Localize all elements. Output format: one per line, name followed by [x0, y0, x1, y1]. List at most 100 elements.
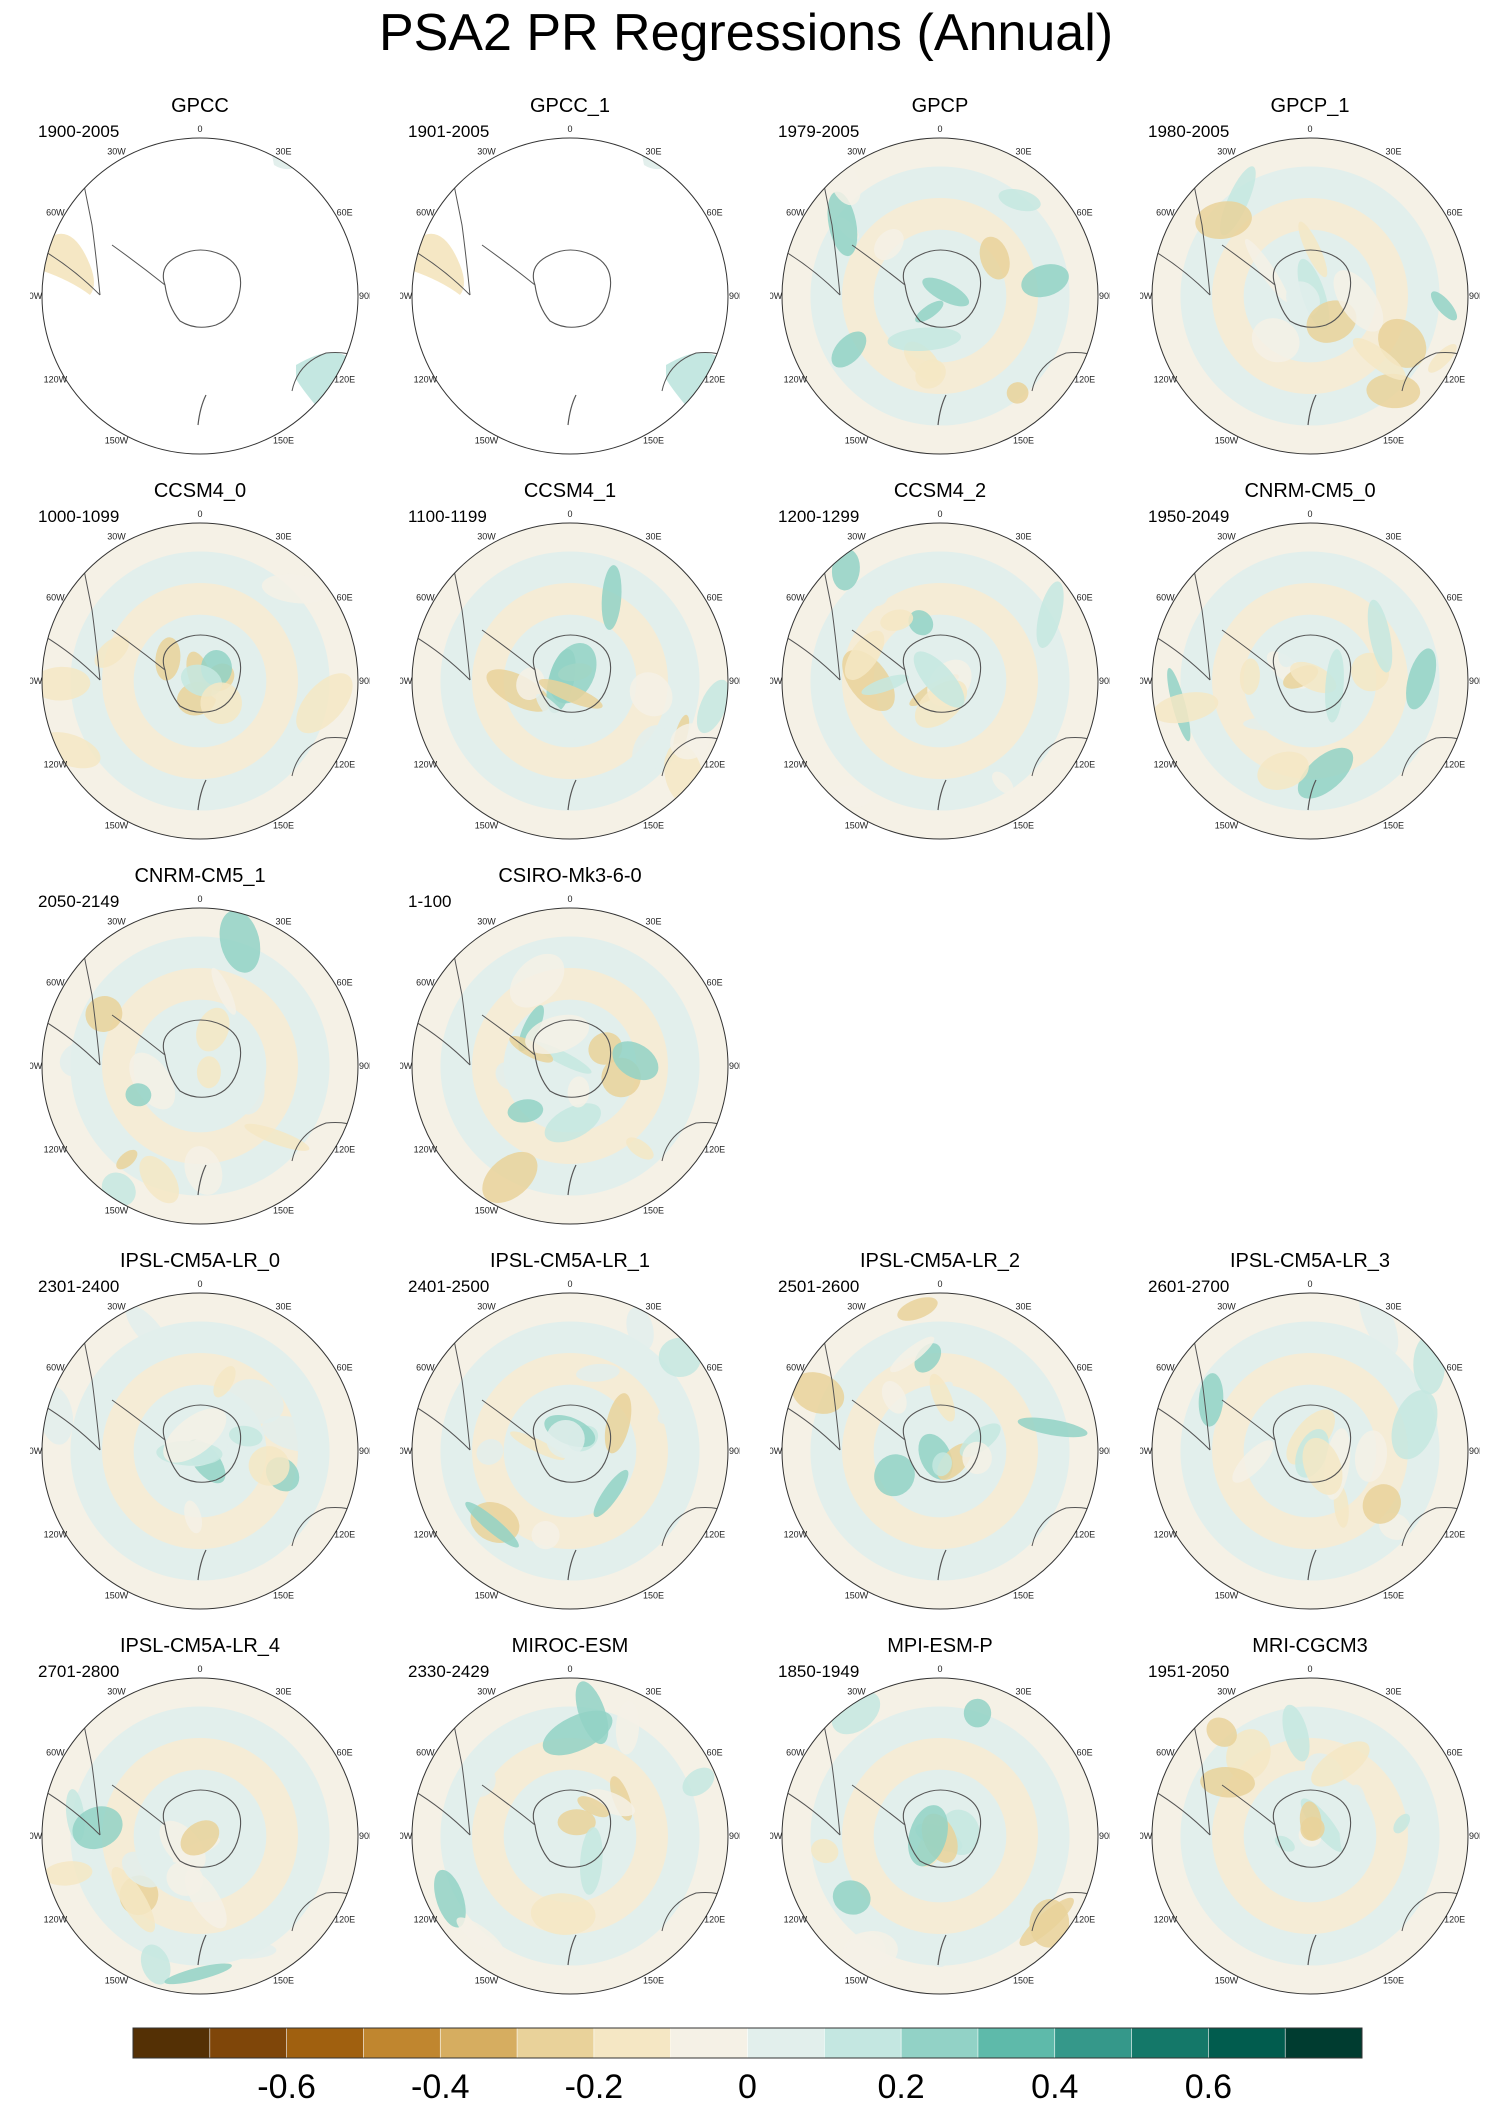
map-panel: 030E60E90E120E150E180150W120W90W60W30WCN… — [1140, 480, 1480, 840]
longitude-label: 90E — [1469, 1831, 1480, 1841]
panel-period: 1200-1299 — [778, 507, 860, 526]
panel-period: 1850-1949 — [778, 1662, 860, 1681]
longitude-label: 120W — [414, 375, 438, 385]
map-panel: 030E60E90E120E150E180150W120W90W60W30WMP… — [770, 1635, 1110, 1995]
longitude-label: 90W — [30, 1831, 43, 1841]
panel-period: 1980-2005 — [1148, 122, 1230, 141]
longitude-label: 60E — [1447, 208, 1463, 218]
longitude-label: 120E — [334, 1530, 355, 1540]
colorbar-tick-label: -0.6 — [257, 2068, 316, 2106]
longitude-label: 0 — [197, 1664, 202, 1674]
longitude-label: 60W — [786, 208, 805, 218]
map-panel: 030E60E90E120E150E180150W120W90W60W30WIP… — [1140, 1250, 1480, 1610]
longitude-label: 120E — [1074, 375, 1095, 385]
colorbar-swatch — [670, 2027, 749, 2059]
longitude-label: 60E — [1447, 1363, 1463, 1373]
longitude-label: 150E — [643, 1591, 664, 1601]
longitude-label: 0 — [567, 124, 572, 134]
panel-title: CNRM-CM5_1 — [134, 865, 266, 887]
colorbar-swatch — [439, 2027, 518, 2059]
panel-title: IPSL-CM5A-LR_3 — [1229, 1250, 1391, 1272]
longitude-label: 30W — [1217, 1686, 1236, 1696]
longitude-label: 30E — [1015, 1301, 1031, 1311]
panel-period: 1900-2005 — [38, 122, 120, 141]
longitude-label: 60W — [46, 978, 65, 988]
polar-map: 030E60E90E120E150E180150W120W90W60W30W — [30, 1279, 370, 1610]
longitude-label: 60E — [337, 1363, 353, 1373]
longitude-label: 60E — [1447, 593, 1463, 603]
longitude-label: 30W — [107, 1686, 126, 1696]
longitude-label: 60E — [1447, 1748, 1463, 1758]
panel-period: 2401-2500 — [408, 1277, 490, 1296]
longitude-label: 120W — [414, 1915, 438, 1925]
longitude-label: 60W — [786, 593, 805, 603]
longitude-label: 120W — [784, 375, 808, 385]
panel-period: 1901-2005 — [408, 122, 490, 141]
longitude-label: 90W — [30, 291, 43, 301]
longitude-label: 60W — [416, 1363, 435, 1373]
longitude-label: 30W — [477, 1301, 496, 1311]
longitude-label: 60E — [707, 978, 723, 988]
longitude-label: 90W — [400, 1446, 413, 1456]
longitude-label: 60E — [1077, 593, 1093, 603]
longitude-label: 60W — [46, 208, 65, 218]
longitude-label: 120W — [414, 1145, 438, 1155]
longitude-label: 120E — [1074, 1915, 1095, 1925]
longitude-label: 150E — [273, 1591, 294, 1601]
panel-title: MIROC-ESM — [511, 1635, 629, 1657]
longitude-label: 90E — [1469, 676, 1480, 686]
longitude-label: 30W — [477, 531, 496, 541]
longitude-label: 90E — [1469, 1446, 1480, 1456]
longitude-label: 120W — [784, 760, 808, 770]
longitude-label: 0 — [1307, 1664, 1312, 1674]
longitude-label: 30W — [477, 916, 496, 926]
longitude-label: 150W — [845, 436, 869, 446]
longitude-label: 90W — [1140, 676, 1153, 686]
longitude-label: 150W — [845, 821, 869, 831]
panel-title: IPSL-CM5A-LR_1 — [489, 1250, 651, 1272]
panel-period: 2601-2700 — [1148, 1277, 1230, 1296]
panel-title: MPI-ESM-P — [887, 1635, 993, 1657]
panel-title: CCSM4_2 — [893, 480, 987, 502]
longitude-label: 0 — [1307, 124, 1312, 134]
longitude-label: 0 — [567, 1279, 572, 1289]
longitude-label: 90W — [1140, 291, 1153, 301]
longitude-label: 90W — [400, 291, 413, 301]
longitude-label: 30W — [1217, 1301, 1236, 1311]
map-panel: 030E60E90E120E150E180150W120W90W60W30WCS… — [400, 865, 740, 1225]
longitude-label: 150E — [1383, 1976, 1404, 1986]
longitude-label: 90E — [729, 291, 740, 301]
longitude-label: 0 — [937, 1279, 942, 1289]
longitude-label: 0 — [197, 124, 202, 134]
map-panel: 030E60E90E120E150E180150W120W90W60W30WGP… — [770, 95, 1110, 455]
longitude-label: 0 — [197, 1279, 202, 1289]
longitude-label: 30E — [275, 1686, 291, 1696]
longitude-label: 60E — [337, 978, 353, 988]
colorbar-swatch — [209, 2027, 288, 2059]
panel-title: IPSL-CM5A-LR_0 — [119, 1250, 281, 1272]
longitude-label: 90E — [1099, 291, 1110, 301]
longitude-label: 0 — [1307, 509, 1312, 519]
polar-map: 030E60E90E120E150E180150W120W90W60W30W — [30, 894, 370, 1225]
colorbar-swatch — [1284, 2027, 1363, 2059]
longitude-label: 150W — [1215, 436, 1239, 446]
longitude-label: 150E — [273, 1206, 294, 1216]
longitude-label: 90W — [1140, 1831, 1153, 1841]
longitude-label: 120W — [414, 760, 438, 770]
longitude-label: 120E — [704, 760, 725, 770]
colorbar-swatch — [977, 2027, 1056, 2059]
colorbar-swatch — [593, 2027, 672, 2059]
longitude-label: 120E — [1074, 1530, 1095, 1540]
longitude-label: 60W — [416, 1748, 435, 1758]
longitude-label: 60W — [1156, 593, 1175, 603]
longitude-label: 0 — [1307, 1279, 1312, 1289]
longitude-label: 120E — [334, 760, 355, 770]
colorbar-swatch — [286, 2027, 365, 2059]
longitude-label: 30W — [847, 146, 866, 156]
longitude-label: 90W — [770, 676, 783, 686]
panel-period: 1000-1099 — [38, 507, 120, 526]
map-panel: 030E60E90E120E150E180150W120W90W60W30WCC… — [30, 480, 370, 840]
longitude-label: 0 — [567, 1664, 572, 1674]
longitude-label: 120E — [704, 1915, 725, 1925]
longitude-label: 150W — [845, 1591, 869, 1601]
